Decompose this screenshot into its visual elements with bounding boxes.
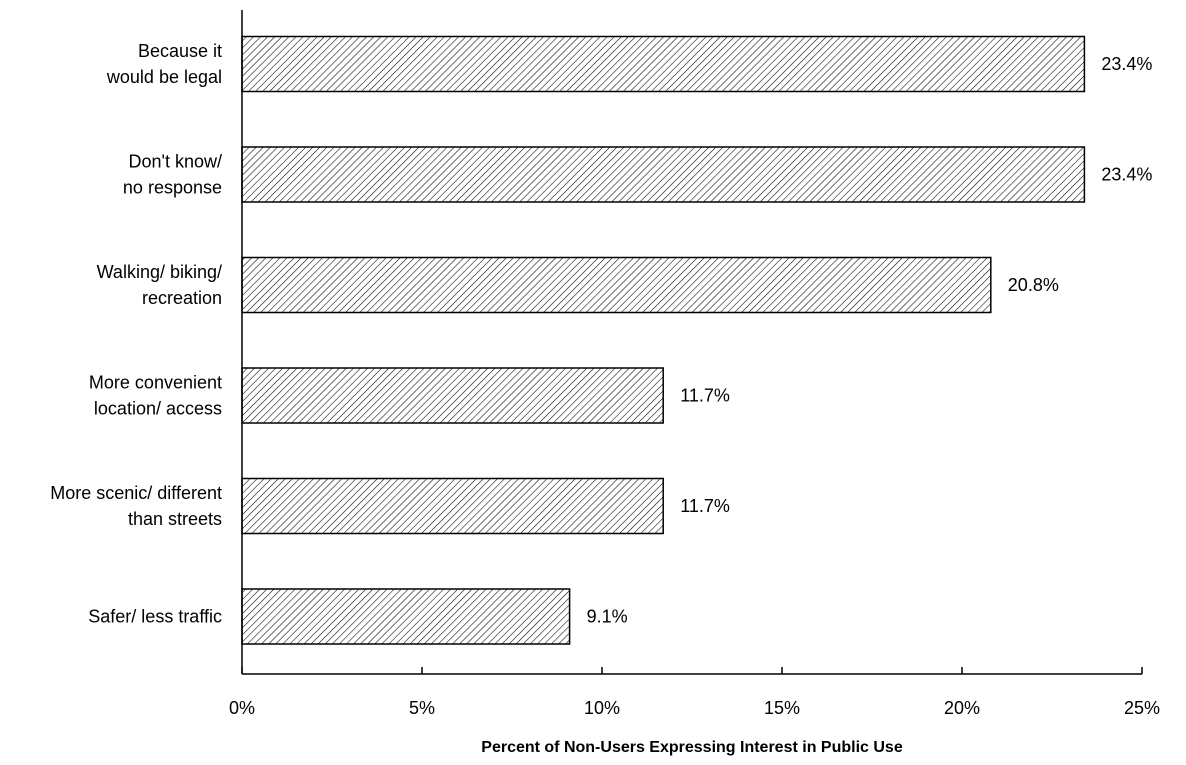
category-label: Walking/ biking/recreation bbox=[97, 262, 222, 308]
bar bbox=[241, 367, 664, 424]
category-label-line: More convenient bbox=[89, 373, 222, 393]
x-tick-label: 25% bbox=[1124, 698, 1160, 718]
x-tick-label: 10% bbox=[584, 698, 620, 718]
value-label: 20.8% bbox=[1008, 275, 1059, 295]
category-label: More scenic/ different than streets bbox=[50, 483, 222, 529]
ticks-layer: 0% 5% 10% 15% 20% 25% bbox=[229, 667, 1160, 718]
category-label: More convenient location/ access bbox=[89, 373, 222, 419]
x-axis-title: Percent of Non-Users Expressing Interest… bbox=[481, 739, 903, 756]
category-label-line: Don't know/ bbox=[129, 152, 222, 172]
category-label-line: recreation bbox=[142, 288, 222, 308]
category-label-line: location/ access bbox=[94, 399, 222, 419]
x-tick-label: 5% bbox=[409, 698, 435, 718]
x-tick-label: 0% bbox=[229, 698, 255, 718]
category-label-line: Walking/ biking/ bbox=[97, 262, 222, 282]
category-label-line: no response bbox=[123, 178, 222, 198]
category-label-line: would be legal bbox=[106, 67, 222, 87]
value-label: 23.4% bbox=[1101, 54, 1152, 74]
value-label: 23.4% bbox=[1101, 165, 1152, 185]
bar bbox=[241, 146, 1086, 203]
category-label: Safer/ less traffic bbox=[88, 607, 222, 627]
category-label-line: Because it bbox=[138, 41, 222, 61]
category-label-line: than streets bbox=[128, 509, 222, 529]
axes-layer bbox=[241, 10, 1142, 675]
bar bbox=[241, 35, 1086, 93]
category-label: Because it would be legal bbox=[106, 41, 222, 87]
value-label: 9.1% bbox=[587, 607, 628, 627]
x-tick-label: 20% bbox=[944, 698, 980, 718]
category-label: Don't know/no response bbox=[123, 152, 222, 198]
bar bbox=[241, 588, 571, 645]
bar bbox=[241, 477, 664, 535]
bar bbox=[241, 256, 992, 314]
category-label-line: Safer/ less traffic bbox=[88, 607, 222, 627]
value-label: 11.7% bbox=[680, 496, 730, 516]
value-label: 11.7% bbox=[680, 386, 730, 406]
x-tick-label: 15% bbox=[764, 698, 800, 718]
bars-layer: 23.4% Because it would be legal 23.4% Don't … bbox=[50, 35, 1152, 645]
category-label-line: More scenic/ different bbox=[50, 483, 222, 503]
